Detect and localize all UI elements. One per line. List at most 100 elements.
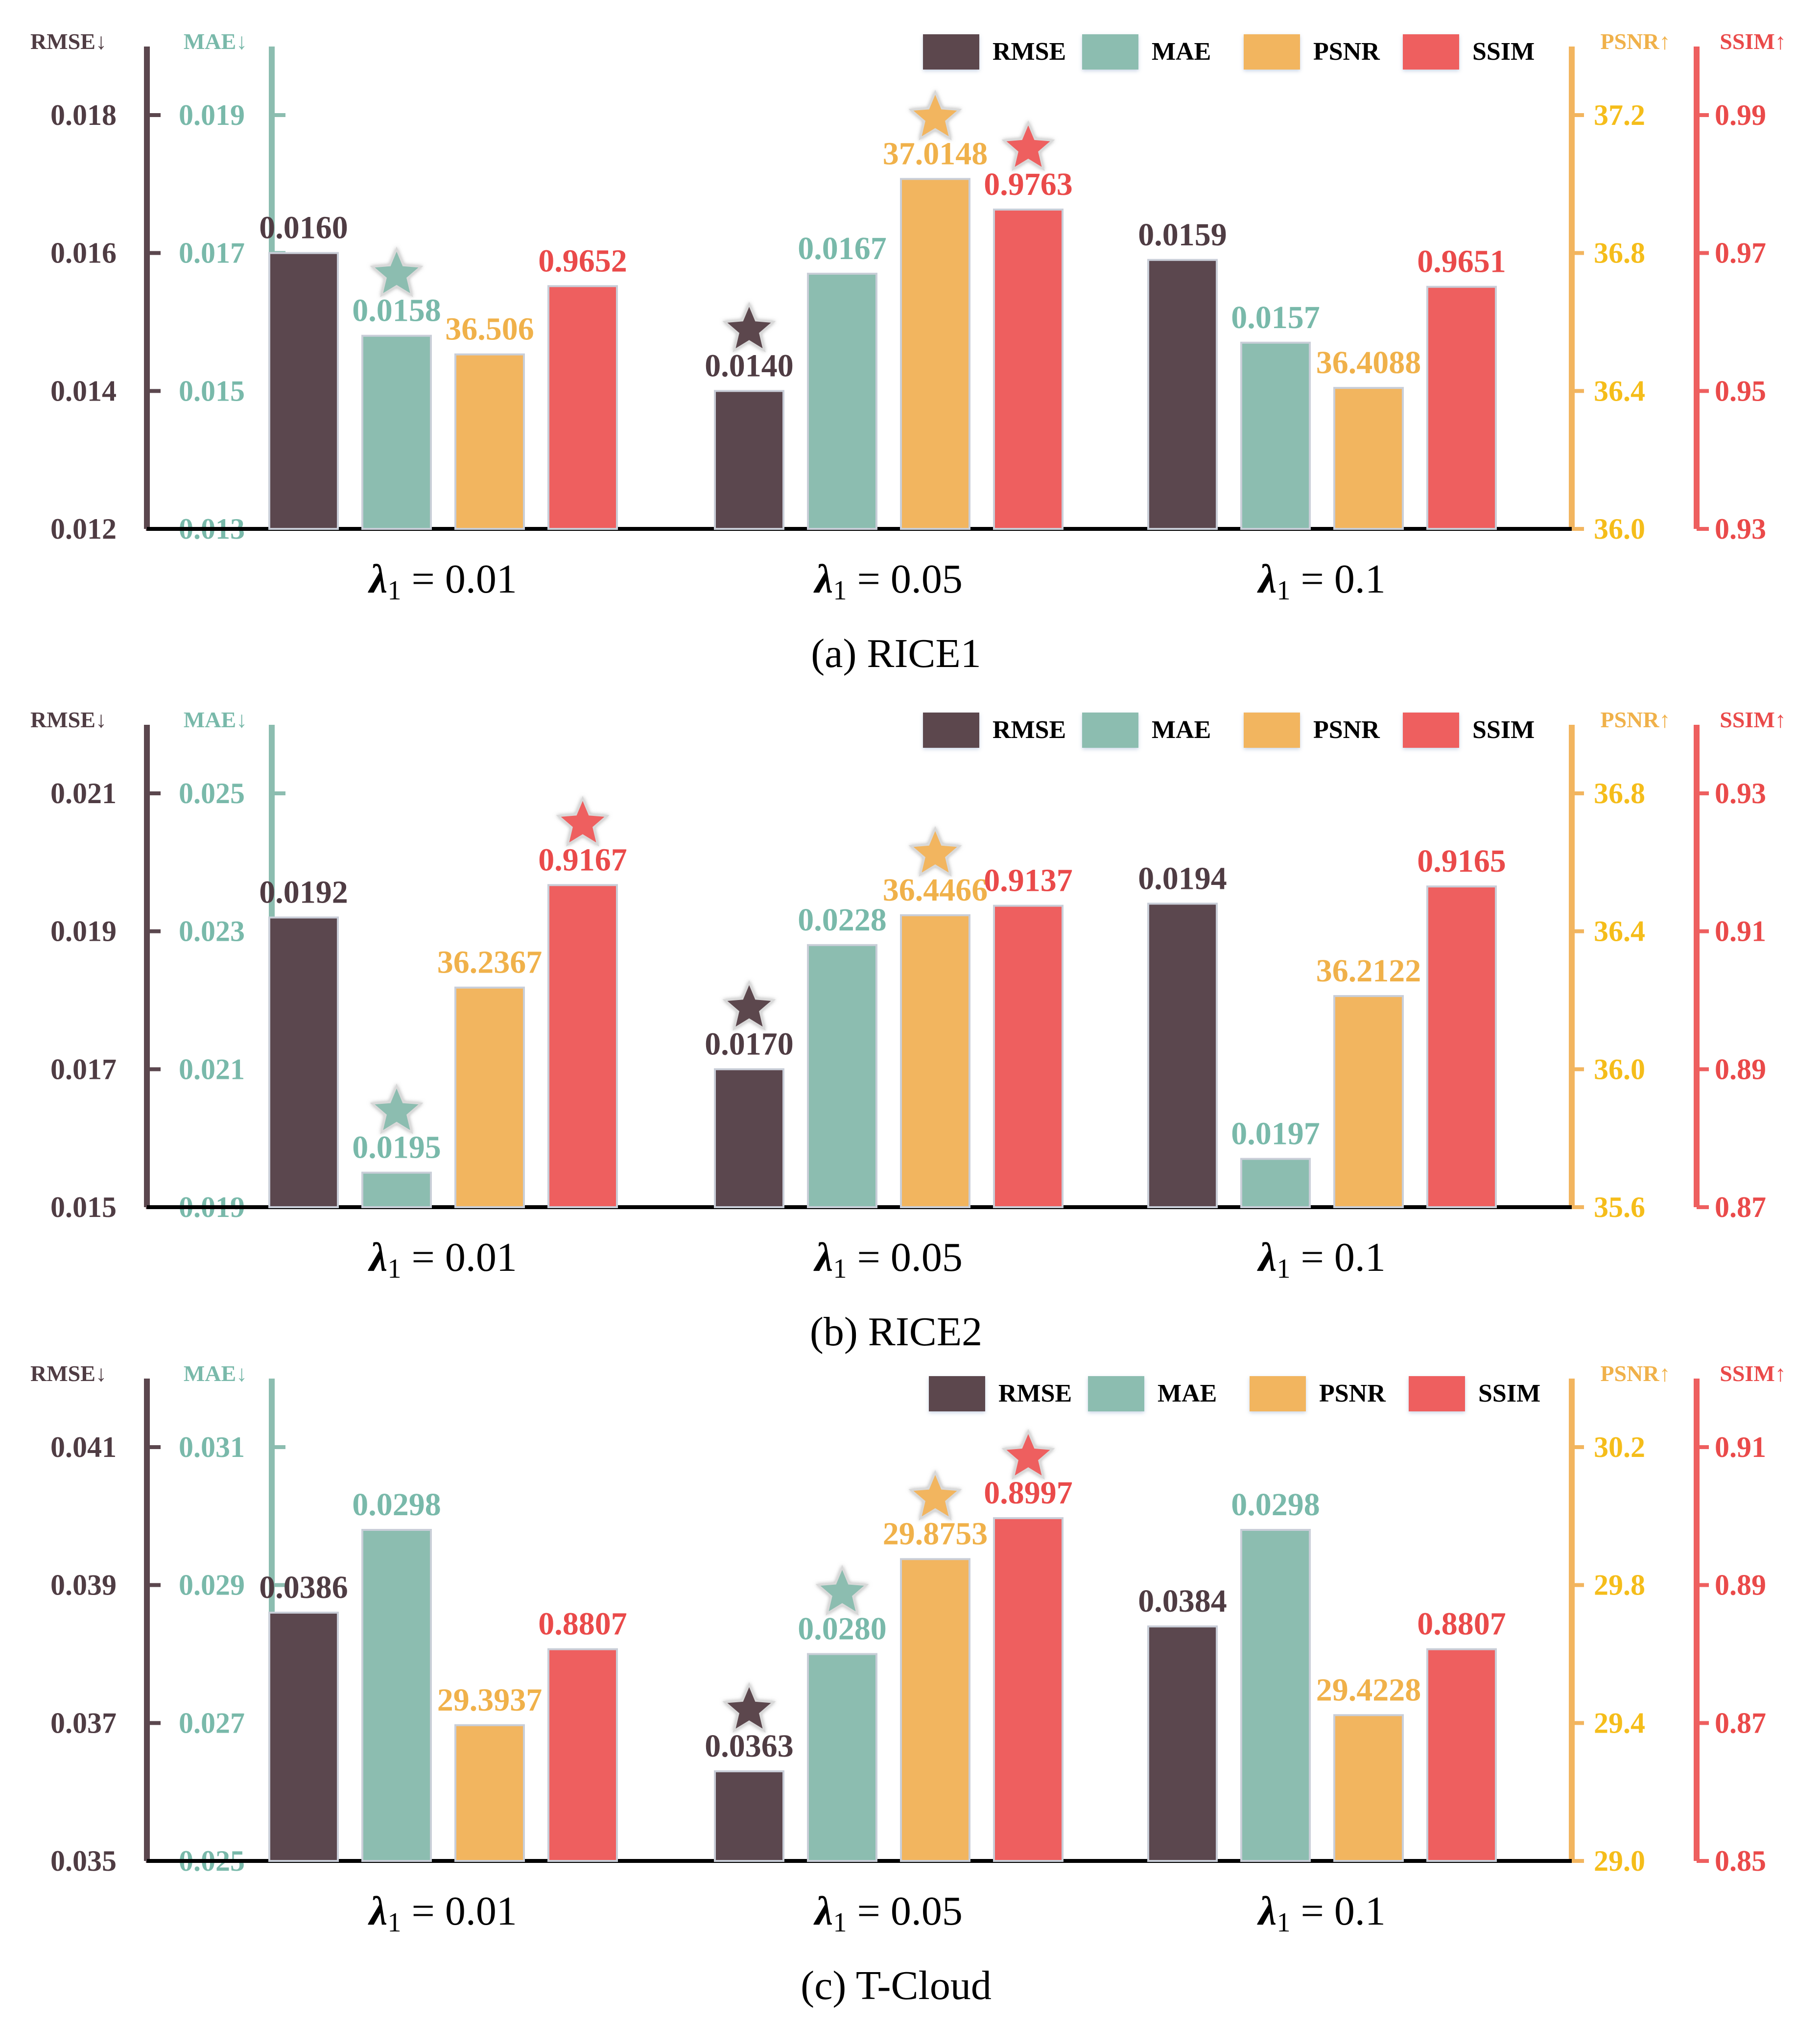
mae-tick-label: 0.025 [179, 777, 245, 810]
bar-mae [361, 1529, 432, 1862]
bar-mae [1240, 1529, 1311, 1862]
data-label-mae: 0.0158 [352, 293, 441, 329]
data-label-ssim: 0.9165 [1417, 843, 1506, 879]
ssim-tick-label: 0.99 [1715, 99, 1766, 131]
legend-swatch-ssim [1403, 34, 1459, 70]
data-label-psnr: 36.4088 [1316, 345, 1421, 381]
bar-rmse [1147, 1625, 1218, 1862]
data-label-mae: 0.0195 [352, 1130, 441, 1166]
category-text: λ1 = 0.05 [813, 1235, 963, 1284]
bar-mae [1240, 341, 1311, 530]
category-label: λ1 = 0.01 [368, 556, 517, 606]
psnr-axis-label: PSNR↑ [1600, 1361, 1670, 1386]
rmse-axis: RMSE↓ 0.012 0.014 0.016 0.018 [30, 29, 161, 545]
data-label-ssim: 0.9763 [984, 167, 1073, 202]
best-star-icon [722, 302, 776, 353]
data-label-ssim: 0.9652 [538, 243, 627, 279]
legend-label-rmse: RMSE [993, 38, 1066, 66]
psnr-axis-label: PSNR↑ [1600, 29, 1670, 54]
category-label: λ1 = 0.01 [368, 1235, 517, 1284]
legend-swatch-rmse [923, 713, 979, 748]
bar-rmse [268, 1612, 339, 1862]
rmse-tick-label: 0.039 [50, 1569, 117, 1601]
legend-label-ssim: SSIM [1478, 1380, 1540, 1407]
bar-rmse [1147, 259, 1218, 530]
data-label-ssim: 0.8807 [1417, 1606, 1506, 1642]
ssim-tick-label: 0.97 [1715, 237, 1766, 269]
legend: RMSE MAE PSNR SSIM [929, 1376, 1540, 1411]
rmse-axis-label: RMSE↓ [30, 29, 107, 54]
bar-psnr [900, 914, 970, 1209]
bar-ssim [1426, 885, 1497, 1208]
rmse-tick-label: 0.018 [50, 99, 117, 131]
rmse-tick-label: 0.019 [50, 915, 117, 948]
data-label-rmse: 0.0192 [259, 875, 348, 910]
rmse-tick-label: 0.017 [50, 1053, 117, 1085]
psnr-tick-label: 36.4 [1594, 915, 1645, 948]
best-star-icon [908, 90, 962, 141]
psnr-tick-label: 35.6 [1594, 1191, 1645, 1223]
ssim-axis-label: SSIM↑ [1720, 29, 1786, 54]
data-label-mae: 0.0157 [1231, 300, 1320, 335]
bar-ssim [993, 1517, 1064, 1862]
data-label-ssim: 0.9167 [538, 842, 627, 878]
mae-tick-label: 0.023 [179, 915, 245, 948]
data-label-ssim: 0.9137 [984, 863, 1073, 899]
legend-swatch-rmse [929, 1376, 985, 1411]
data-label-mae: 0.0167 [798, 231, 887, 266]
data-label-ssim: 0.8997 [984, 1475, 1073, 1511]
legend-label-psnr: PSNR [1313, 716, 1380, 744]
category-text: λ1 = 0.1 [1257, 556, 1386, 606]
data-label-mae: 0.0298 [1231, 1487, 1320, 1523]
bar-rmse [714, 1068, 784, 1208]
legend-swatch-mae [1082, 713, 1138, 748]
bar-ssim [993, 208, 1064, 530]
bar-ssim [547, 1648, 618, 1862]
series-ssim: 0.9652 0.9763 0.9651 [538, 120, 1506, 530]
psnr-tick-label: 37.2 [1594, 99, 1645, 131]
ssim-axis: SSIM↑ 0.87 0.89 0.91 0.93 [1694, 707, 1786, 1223]
category-label: λ1 = 0.1 [1257, 1888, 1386, 1938]
ssim-axis: SSIM↑ 0.85 0.87 0.89 0.91 [1694, 1361, 1786, 1877]
rmse-tick-label: 0.021 [50, 777, 117, 810]
data-label-psnr: 37.0148 [883, 136, 988, 171]
psnr-tick-label: 29.8 [1594, 1569, 1645, 1601]
mae-axis-label: MAE↓ [184, 707, 247, 732]
best-star-icon [370, 1083, 424, 1134]
bar-mae [361, 1171, 432, 1208]
data-label-psnr: 36.506 [445, 311, 534, 347]
data-label-rmse: 0.0194 [1138, 860, 1227, 896]
ssim-tick-label: 0.89 [1715, 1569, 1766, 1601]
data-label-rmse: 0.0160 [259, 210, 348, 246]
mae-tick-label: 0.027 [179, 1707, 245, 1739]
legend: RMSE MAE PSNR SSIM [923, 34, 1535, 70]
series-rmse: 0.0192 0.0170 0.0194 [259, 860, 1227, 1209]
bar-ssim [993, 905, 1064, 1208]
series-psnr: 36.2367 36.4466 36.2122 [437, 826, 1421, 1209]
chart-panel-2: RMSE↓ 0.015 0.017 0.019 0.021 MAE↓ 0.019 0.021 0… [30, 707, 1786, 1355]
series-mae: 0.0195 0.0228 0.0197 [352, 902, 1320, 1209]
data-label-rmse: 0.0386 [259, 1570, 348, 1605]
bar-psnr [900, 178, 970, 530]
legend-label-ssim: SSIM [1472, 38, 1535, 66]
bar-psnr [454, 1724, 525, 1862]
category-label: λ1 = 0.1 [1257, 556, 1386, 606]
best-star-icon [722, 980, 776, 1031]
panel-title: (b) RICE2 [810, 1309, 982, 1355]
category-text: λ1 = 0.05 [813, 556, 963, 606]
chart-panel-1: RMSE↓0.0120.0140.0160.018MAE↓0.0130.0150… [30, 29, 1786, 676]
legend-label-mae: MAE [1152, 38, 1211, 66]
legend-label-rmse: RMSE [993, 716, 1066, 744]
bar-ssim [1426, 1648, 1497, 1862]
mae-tick-label: 0.021 [179, 1053, 245, 1085]
category-label: λ1 = 0.1 [1257, 1235, 1386, 1284]
ssim-tick-label: 0.93 [1715, 777, 1766, 810]
legend-swatch-psnr [1250, 1376, 1306, 1411]
mae-tick-label: 0.019 [179, 99, 245, 131]
mae-axis-label: MAE↓ [184, 29, 247, 54]
bar-psnr [454, 353, 525, 530]
bar-ssim [547, 884, 618, 1208]
psnr-tick-label: 36.0 [1594, 1053, 1645, 1085]
mae-tick-label: 0.029 [179, 1569, 245, 1601]
legend-swatch-mae [1088, 1376, 1144, 1411]
